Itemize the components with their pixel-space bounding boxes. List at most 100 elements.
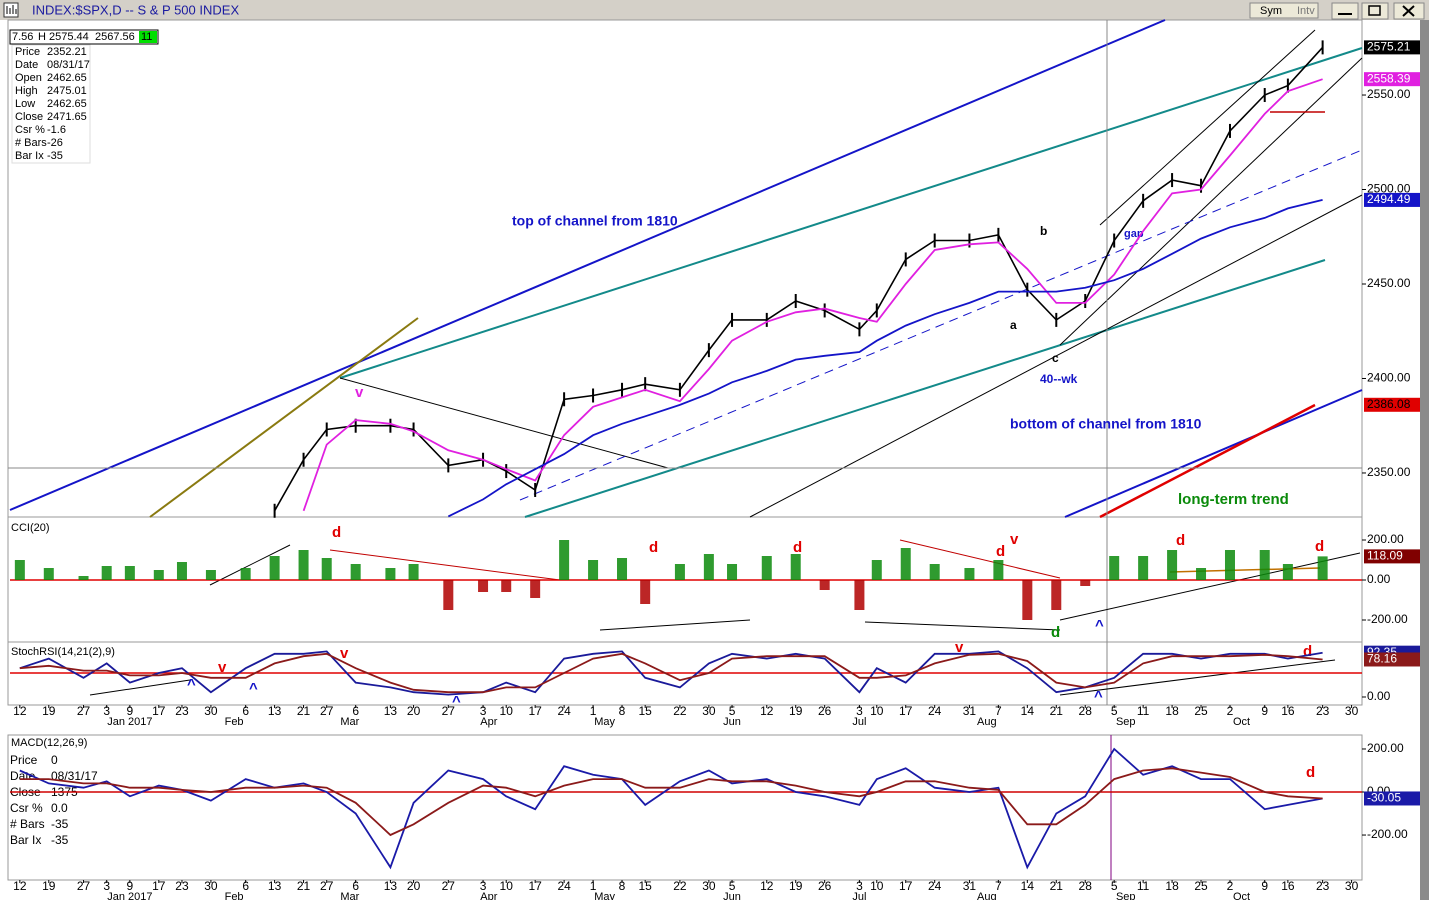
cci-bar	[1138, 556, 1149, 580]
data-window-value: 2462.65	[47, 98, 87, 110]
cci-bar	[1224, 550, 1235, 580]
annotation: b	[1040, 224, 1047, 238]
x-tick-label: 19	[789, 879, 803, 893]
sym-button[interactable]: Sym	[1260, 5, 1282, 17]
x-tick-label: 3	[480, 879, 487, 893]
intv-button[interactable]: Intv	[1297, 5, 1315, 17]
header-value: H	[38, 31, 46, 43]
x-tick-label: 19	[42, 879, 56, 893]
bottom-channel-line	[1064, 389, 1363, 518]
annotation: d	[332, 524, 341, 541]
month-label: Sep	[1116, 716, 1136, 728]
series-line	[302, 78, 1323, 512]
month-label: Aug	[977, 891, 997, 900]
x-tick-label: 21	[1050, 704, 1064, 718]
x-tick-label: 25	[1194, 704, 1208, 718]
x-tick-label: 28	[1079, 879, 1093, 893]
month-label: Mar	[340, 891, 359, 900]
cci-bar	[1317, 556, 1328, 580]
series-line	[19, 747, 1323, 870]
x-tick-label: 17	[899, 879, 913, 893]
y-tick-label: 2400.00	[1367, 371, 1411, 385]
data-window-rows: Price 2352.21 Date 08/31/17 Open 2462.65 High 2…	[15, 46, 90, 162]
annotation: bottom of channel from 1810	[1010, 416, 1202, 432]
x-tick-label: 17	[899, 704, 913, 718]
x-tick-label: 22	[673, 704, 687, 718]
cci-bar	[1080, 580, 1091, 586]
x-tick-label: 9	[1261, 879, 1268, 893]
last-value-label: 118.09	[1367, 549, 1403, 563]
x-tick-label: 16	[1281, 879, 1295, 893]
cci-bar	[1051, 580, 1062, 610]
data-window-label: Low	[15, 98, 35, 110]
cci-bar	[269, 556, 280, 580]
header-values: 7.56 H 2575.44 2567.56 11	[9, 29, 159, 45]
teal-lower-line	[524, 259, 1326, 518]
x-tick-label: 3	[103, 879, 110, 893]
month-label: Jul	[852, 891, 866, 900]
cci-trendline	[1059, 552, 1361, 621]
annotation: ^	[1094, 688, 1103, 705]
cci-bar	[124, 566, 135, 580]
cci-bar	[1196, 568, 1207, 580]
x-tick-label: 24	[928, 704, 942, 718]
panel-title: CCI(20)	[11, 522, 50, 534]
x-tick-label: 13	[384, 704, 398, 718]
cci-bar	[1022, 580, 1033, 620]
y-tick-label: 200.00	[1367, 741, 1404, 755]
x-tick-label: 13	[268, 704, 282, 718]
cci-bar	[408, 564, 419, 580]
x-tick-label: 10	[500, 704, 514, 718]
cci-bar	[1282, 564, 1293, 580]
cci-trendline	[599, 619, 751, 631]
data-window-label: Close	[15, 111, 43, 123]
month-label: Jan 2017	[107, 716, 152, 728]
annotation: v	[218, 659, 227, 676]
annotation: v	[955, 639, 964, 656]
cci-bar	[1167, 550, 1178, 580]
x-tick-label: 20	[407, 879, 421, 893]
x-tick-label: 26	[818, 704, 832, 718]
last-value-box	[1364, 40, 1420, 55]
cci-bar	[350, 564, 361, 580]
data-window-value: -1.6	[47, 124, 66, 136]
x-tick-label: 27	[77, 879, 91, 893]
x-tick-label: 31	[963, 879, 977, 893]
x-tick-label: 27	[442, 704, 456, 718]
annotation: ^	[187, 676, 196, 693]
annotation: d	[996, 543, 1005, 560]
data-window-value: -35	[47, 150, 63, 162]
sym-intv-box[interactable]	[1249, 2, 1319, 19]
x-tick-label: 6	[242, 879, 249, 893]
price-panel-frame	[7, 19, 1363, 518]
last-value-label: 78.16	[1367, 652, 1397, 666]
x-tick-label: 6	[352, 879, 359, 893]
annotation: 40--wk	[1040, 372, 1078, 386]
macd-info-value: 0	[51, 753, 58, 767]
x-tick-label: 27	[77, 704, 91, 718]
x-tick-label: 10	[500, 879, 514, 893]
cci-bar	[530, 580, 541, 598]
x-tick-label: 11	[1137, 879, 1150, 893]
cci-trendline	[209, 544, 291, 586]
cci-bar	[871, 560, 882, 580]
panel-title: MACD(12,26,9)	[11, 737, 87, 749]
x-tick-label: 21	[1050, 879, 1064, 893]
x-tick-label: 5	[729, 704, 736, 718]
cci-bar	[761, 556, 772, 580]
y-tick-label: -200.00	[1367, 612, 1408, 626]
x-tick-label: 15	[638, 879, 652, 893]
x-tick-label: 19	[42, 704, 56, 718]
minimize-button[interactable]	[1331, 2, 1359, 20]
data-window-label: # Bars	[15, 137, 47, 149]
cci-trendline	[329, 549, 561, 581]
x-tick-label: 2	[1227, 704, 1234, 718]
series-line	[19, 650, 1323, 696]
x-tick-label: 27	[320, 879, 334, 893]
macd-info-label: Price	[10, 753, 38, 767]
x-tick-label: 17	[528, 879, 542, 893]
x-tick-label: 12	[13, 704, 27, 718]
trendlines	[8, 19, 1363, 880]
x-tick-label: 3	[856, 879, 863, 893]
cci-bar	[1259, 550, 1270, 580]
